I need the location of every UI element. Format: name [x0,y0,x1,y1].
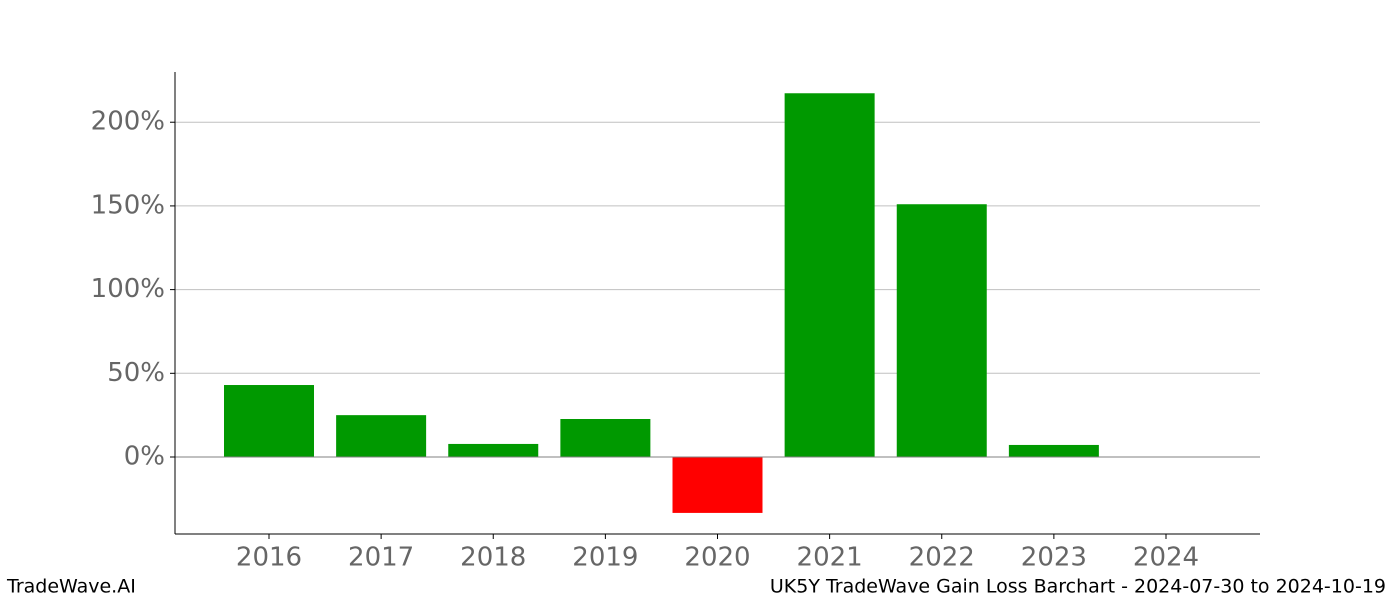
bar [560,419,651,457]
y-tick-label: 100% [91,274,165,304]
x-tick-label: 2016 [236,543,302,573]
y-tick-label: 50% [107,358,165,388]
x-tick-label: 2019 [572,543,638,573]
x-tick-label: 2017 [348,543,414,573]
x-tick-label: 2023 [1021,543,1087,573]
watermark: TradeWave.AI [6,576,136,598]
x-tick-label: 2021 [797,543,863,573]
x-tick-label: 2020 [684,543,750,573]
bar [672,457,763,513]
x-tick-label: 2018 [460,543,526,573]
y-tick-label: 200% [91,107,165,137]
bar [1008,444,1099,457]
bar [336,415,427,457]
chart-title: UK5Y TradeWave Gain Loss Barchart - 2024… [770,576,1386,598]
bar [896,204,987,457]
bar [784,93,875,457]
bar [448,443,539,457]
y-tick-label: 150% [91,190,165,220]
y-tick-label: 0% [124,442,165,472]
x-tick-label: 2024 [1133,543,1199,573]
x-tick-label: 2022 [909,543,975,573]
bar [224,385,314,457]
